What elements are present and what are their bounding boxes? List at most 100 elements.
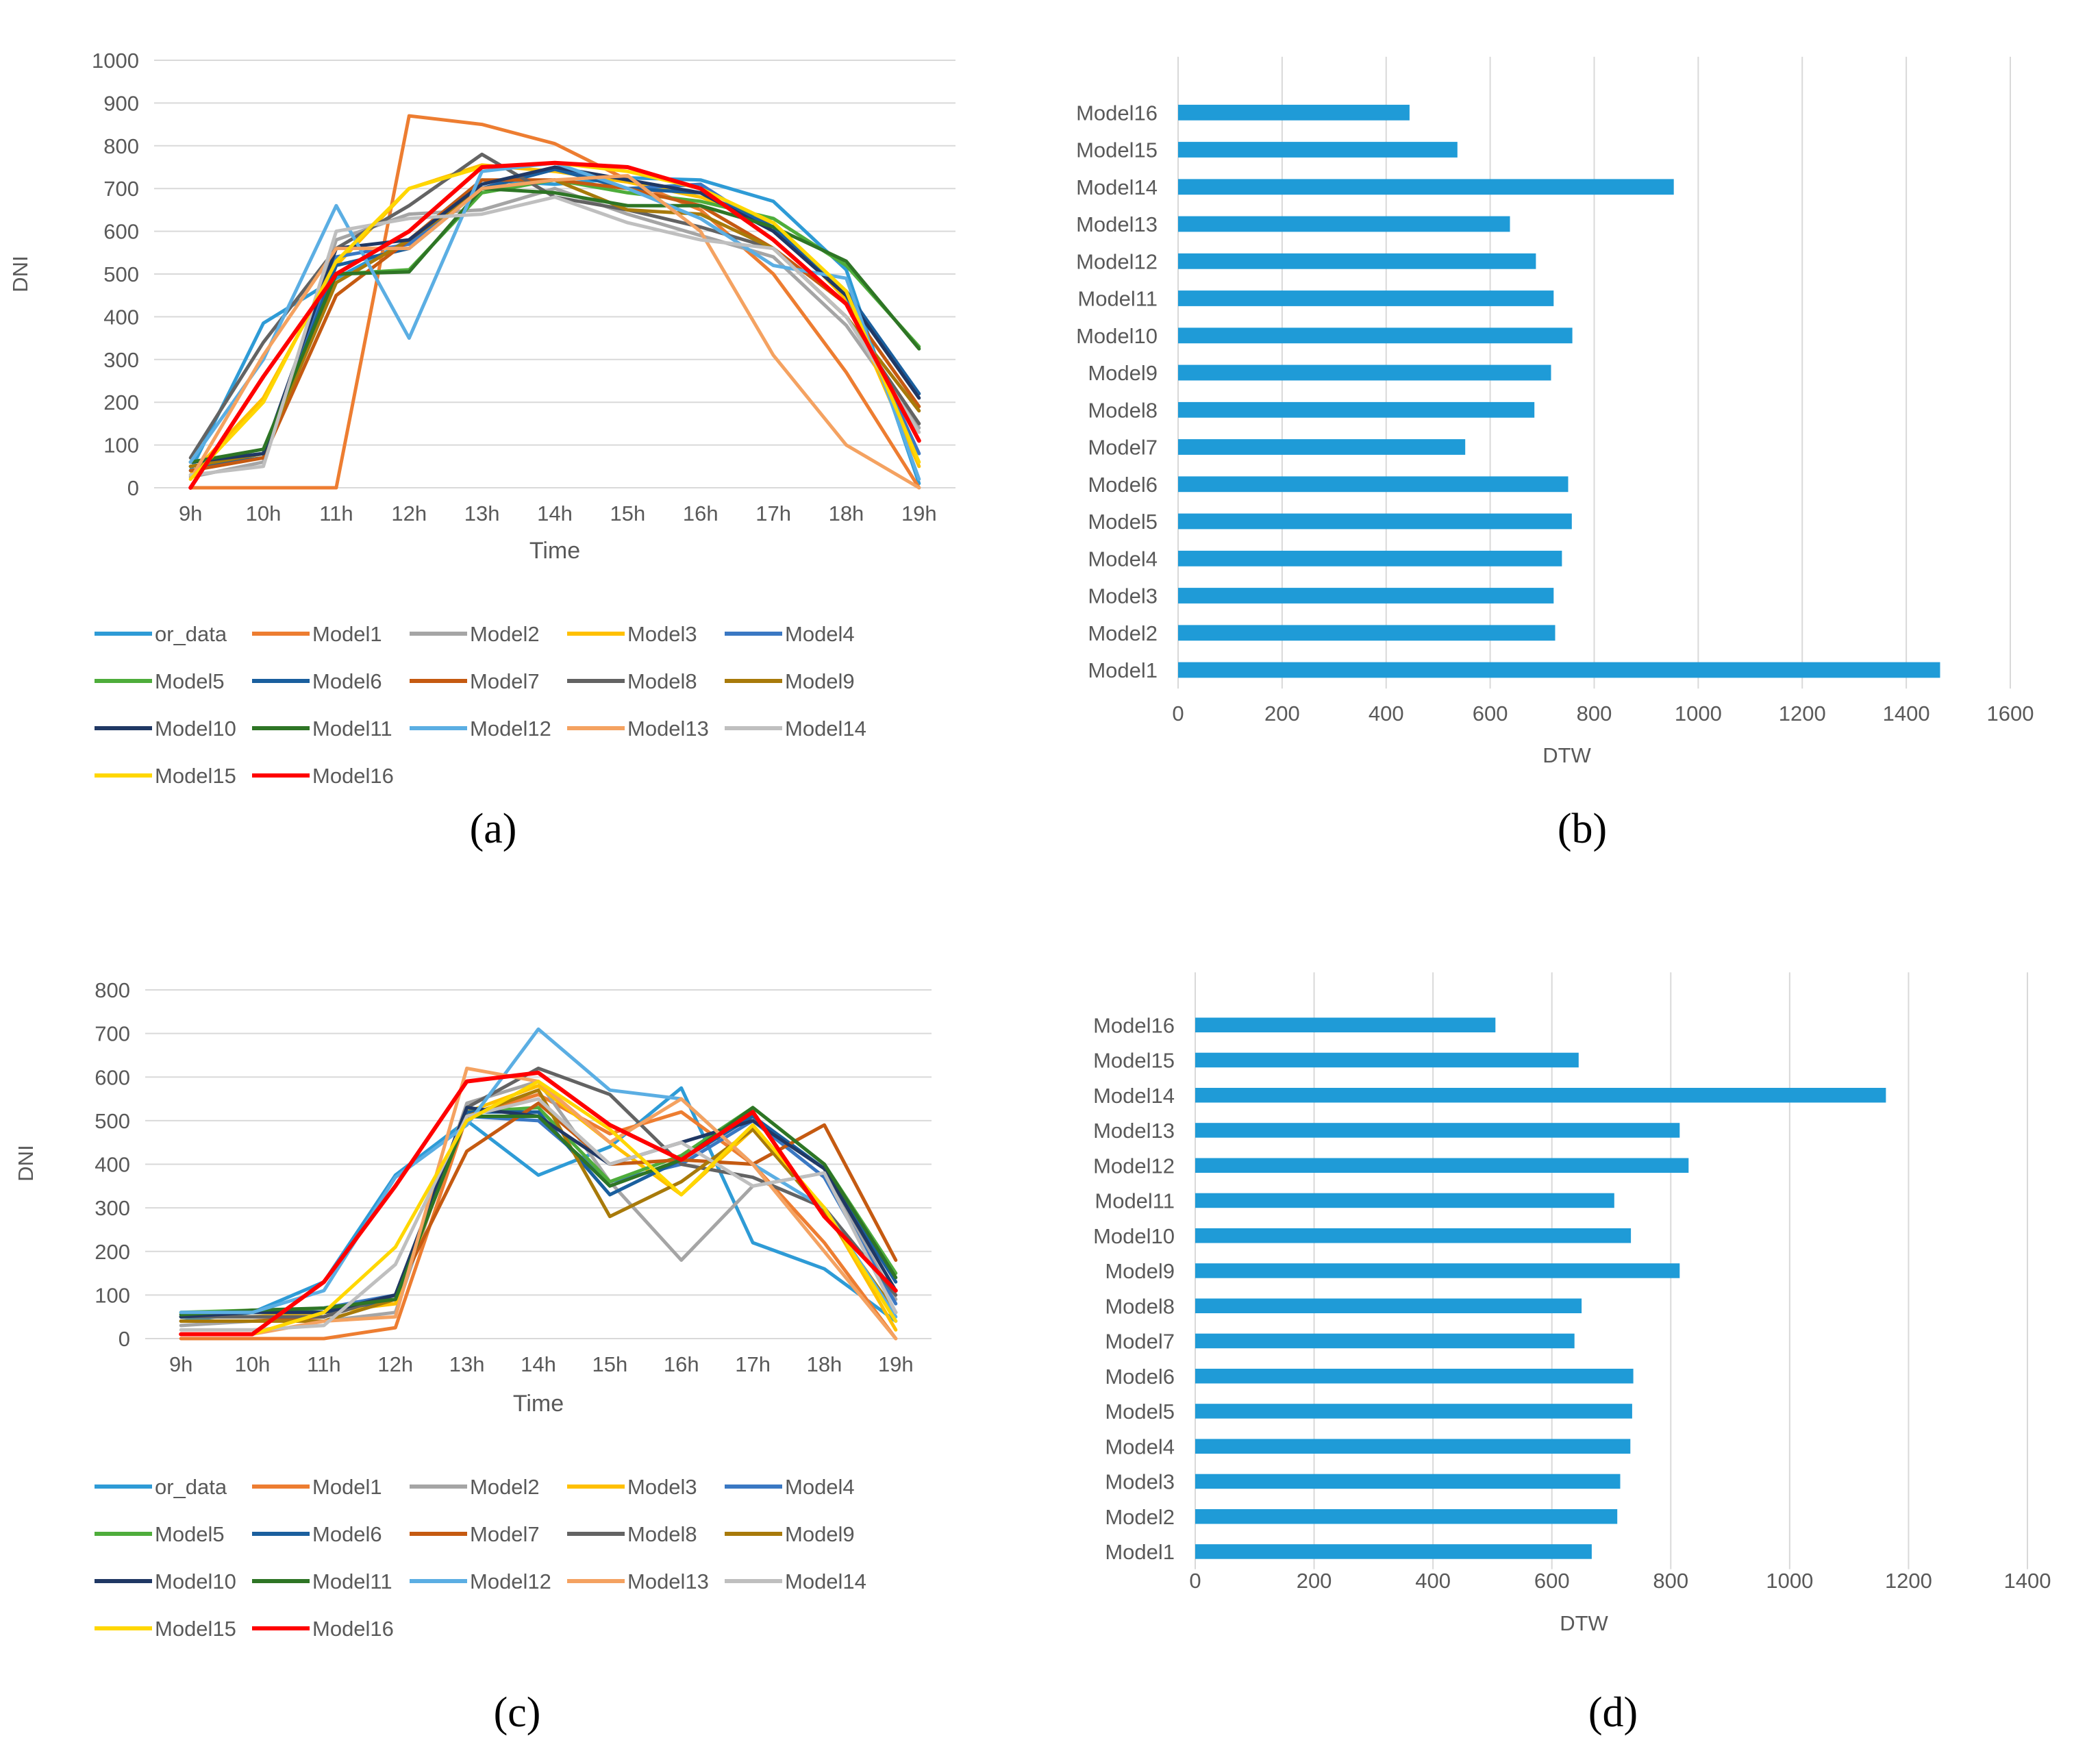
legend-item: Model13 — [567, 717, 709, 741]
legend-item: Model14 — [725, 1569, 866, 1593]
x-tick-label: 15h — [592, 1352, 627, 1376]
series-line-model10 — [188, 165, 921, 464]
x-tick-label: 17h — [735, 1352, 771, 1376]
y-category-label: Model3 — [1088, 584, 1158, 608]
y-tick-label: 700 — [103, 177, 139, 201]
legend-item: Model13 — [567, 1569, 709, 1593]
y-axis-title: DNI — [14, 1145, 38, 1181]
x-tick-label: 19h — [878, 1352, 914, 1376]
x-tick-label: 600 — [1534, 1569, 1570, 1593]
bar-model9 — [1195, 1263, 1680, 1278]
panel-caption: (b) — [1558, 806, 1607, 852]
y-category-label: Model15 — [1076, 138, 1158, 162]
x-tick-label: 11h — [307, 1352, 340, 1376]
bar-model8 — [1178, 401, 1535, 418]
bar-model9 — [1178, 364, 1551, 381]
bar-model3 — [1178, 588, 1554, 604]
panel-b-bar-chart: 0 200 400 600 800 1000 1200 1400 1600 Model1 Model… — [1076, 56, 2034, 852]
x-tick-label: 11h — [319, 501, 353, 525]
y-category-label: Model6 — [1088, 473, 1158, 497]
panel-caption: (d) — [1588, 1689, 1638, 1736]
panel-d-bar-chart: 0 200 400 600 800 1000 1200 1400 Model1 Model2 Mod… — [1093, 972, 2051, 1736]
y-category-label: Model10 — [1093, 1224, 1175, 1248]
series-line-model15 — [179, 1080, 898, 1337]
legend-label: Model14 — [785, 1569, 866, 1593]
y-tick-label: 700 — [95, 1022, 130, 1046]
y-tick-label: 400 — [103, 305, 139, 329]
y-category-label: Model3 — [1105, 1470, 1175, 1494]
legend-label: Model9 — [785, 1522, 855, 1546]
series-line-model11 — [188, 186, 921, 464]
legend-item: Model16 — [252, 1617, 394, 1641]
y-category-label: Model5 — [1088, 510, 1158, 534]
legend-label: Model15 — [155, 764, 236, 788]
legend-item: Model2 — [410, 1475, 540, 1499]
legend-label: Model1 — [312, 1475, 382, 1499]
x-tick-label: 0 — [1172, 701, 1184, 725]
legend-item: or_data — [95, 622, 227, 646]
y-tick-label: 100 — [103, 434, 139, 458]
bar-model11 — [1178, 290, 1554, 306]
y-tick-label: 500 — [95, 1109, 130, 1133]
bar-model10 — [1178, 327, 1573, 344]
legend-label: Model6 — [312, 669, 382, 693]
legend-item: Model4 — [725, 622, 855, 646]
y-category-label: Model2 — [1105, 1505, 1175, 1529]
x-tick-label: 800 — [1653, 1569, 1688, 1593]
y-category-label: Model14 — [1076, 175, 1158, 199]
bar-model5 — [1178, 513, 1572, 530]
bar-model12 — [1178, 253, 1536, 269]
legend-label: Model5 — [155, 669, 225, 693]
y-category-label: Model9 — [1088, 361, 1158, 385]
x-tick-label: 1600 — [1987, 701, 2034, 725]
legend-label: Model3 — [627, 622, 697, 646]
x-tick-label: 18h — [807, 1352, 842, 1376]
x-axis-title: Time — [529, 538, 580, 564]
bar-model14 — [1195, 1088, 1886, 1103]
y-category-label: Model7 — [1088, 436, 1158, 460]
legend-label: Model13 — [627, 717, 709, 741]
panel-a-line-chart: 0 100 200 300 400 500 600 700 800 900 1000 9h 10h 11h… — [8, 49, 955, 852]
bar-model16 — [1178, 104, 1410, 121]
y-category-label: Model15 — [1093, 1049, 1175, 1073]
x-axis-title: Time — [513, 1391, 564, 1417]
legend-item: Model15 — [95, 764, 236, 788]
legend-label: Model10 — [155, 717, 236, 741]
series-line-model16 — [188, 160, 921, 490]
y-category-label: Model9 — [1105, 1259, 1175, 1283]
x-tick-label: 15h — [610, 501, 645, 525]
legend-item: Model7 — [410, 1522, 540, 1546]
x-tick-label: 17h — [755, 501, 791, 525]
y-category-label: Model1 — [1088, 658, 1158, 682]
bar-model15 — [1178, 142, 1458, 158]
x-tick-label: 1000 — [1675, 701, 1722, 725]
legend-item: or_data — [95, 1475, 227, 1499]
x-tick-label: 200 — [1264, 701, 1300, 725]
legend-label: Model9 — [785, 669, 855, 693]
y-tick-label: 200 — [95, 1240, 130, 1264]
bar-model14 — [1178, 179, 1674, 195]
series-line-or-data — [188, 176, 921, 486]
bar-model16 — [1195, 1017, 1496, 1032]
x-tick-label: 14h — [521, 1352, 556, 1376]
legend-item: Model9 — [725, 1522, 855, 1546]
legend-item: Model5 — [95, 669, 225, 693]
bar-model2 — [1195, 1509, 1618, 1524]
legend-label: or_data — [155, 622, 227, 646]
x-tick-label: 400 — [1415, 1569, 1451, 1593]
x-tick-label: 16h — [683, 501, 719, 525]
y-category-label: Model8 — [1105, 1294, 1175, 1318]
y-tick-label: 800 — [95, 978, 130, 1002]
legend-item: Model8 — [567, 1522, 697, 1546]
x-tick-label: 1400 — [2004, 1569, 2051, 1593]
legend-label: Model1 — [312, 622, 382, 646]
x-tick-label: 16h — [664, 1352, 699, 1376]
bar-model5 — [1195, 1404, 1632, 1419]
legend-item: Model14 — [725, 717, 866, 741]
y-category-label: Model16 — [1076, 101, 1158, 125]
y-category-label: Model14 — [1093, 1084, 1175, 1108]
panel-caption: (c) — [494, 1689, 541, 1736]
y-category-label: Model1 — [1105, 1540, 1175, 1564]
x-tick-label: 1000 — [1766, 1569, 1813, 1593]
y-category-label: Model13 — [1076, 212, 1158, 236]
